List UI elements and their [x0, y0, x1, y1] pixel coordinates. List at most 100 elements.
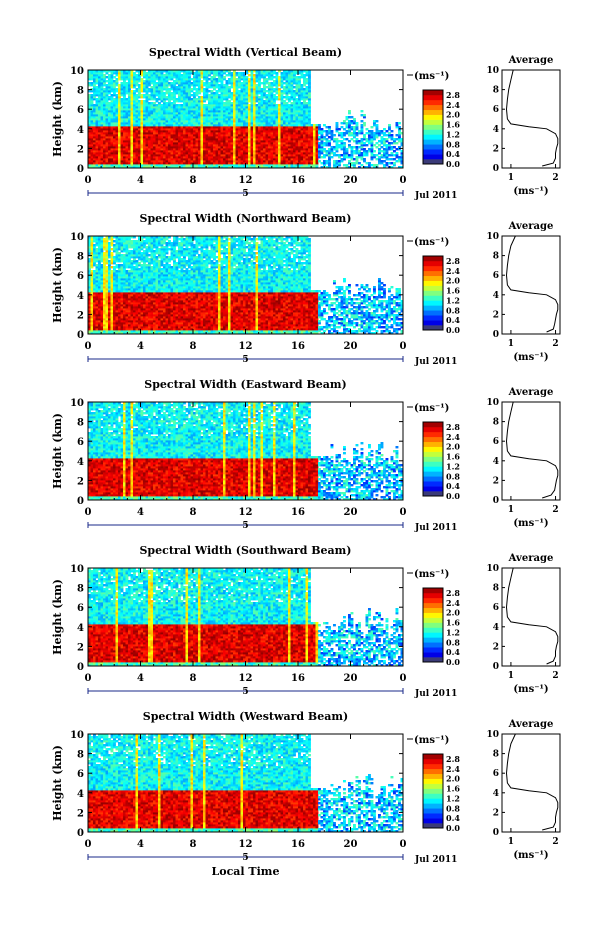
x-tick-label: 8: [190, 175, 197, 186]
heatmap-cell: [361, 110, 364, 112]
colorbar-tick-label: 1.2: [446, 129, 460, 139]
heatmap-cell: [383, 138, 386, 140]
heatmap-cell: [236, 78, 239, 80]
heatmap-cell: [396, 138, 399, 140]
heatmap-cell: [383, 164, 386, 166]
heatmap-cell: [366, 144, 369, 146]
heatmap-cell: [283, 96, 286, 98]
heatmap-cell: [396, 134, 399, 136]
heatmap-cell: [143, 100, 146, 102]
heatmap-cell: [113, 98, 116, 100]
heatmap-cell: [346, 130, 349, 132]
heatmap-cell: [366, 150, 369, 152]
heatmap-cell: [383, 160, 386, 162]
heatmap-cell: [141, 94, 144, 96]
heatmap-cell: [111, 94, 114, 96]
heatmap-cell: [231, 92, 234, 94]
heatmap-cell: [336, 160, 339, 162]
heatmap-cell: [116, 94, 119, 96]
profile-y-tick-label: 4: [493, 125, 499, 135]
heatmap-cell: [333, 146, 336, 148]
heatmap-cell: [318, 136, 321, 138]
heatmap-cell: [248, 104, 251, 106]
heatmap-cell: [266, 94, 269, 96]
heatmap-cell: [293, 86, 296, 88]
heatmap-cell: [391, 146, 394, 148]
heatmap-cell: [171, 92, 174, 94]
heatmap-cell: [318, 142, 321, 144]
heatmap-cell: [206, 104, 209, 106]
heatmap-cell: [148, 94, 151, 96]
heatmap-cell: [346, 138, 349, 140]
heatmap-cell: [351, 138, 354, 140]
heatmap-cell: [106, 84, 109, 86]
heatmap-cell: [228, 78, 231, 80]
heatmap-cell: [351, 146, 354, 148]
heatmap-cell: [231, 72, 234, 74]
heatmap-cell: [328, 126, 331, 128]
heatmap-cell: [353, 140, 356, 142]
heatmap-cell: [376, 124, 379, 126]
heatmap-cell: [283, 86, 286, 88]
heatmap-cell: [208, 90, 211, 92]
heatmap-cell: [381, 150, 384, 152]
heatmap-cell: [356, 156, 359, 158]
heatmap-cell: [288, 96, 291, 98]
heatmap-cell: [246, 76, 249, 78]
colorbar-tick-label: 2.8: [446, 90, 460, 100]
heatmap-cell: [108, 74, 111, 76]
y-tick-label: 0: [77, 164, 84, 175]
colorbar-segment: [423, 125, 443, 130]
heatmap-cell: [363, 148, 366, 150]
heatmap-cell: [328, 140, 331, 142]
heatmap-cell: [393, 154, 396, 156]
heatmap-cell: [173, 80, 176, 82]
heatmap-cell: [386, 144, 389, 146]
heatmap-cell: [383, 128, 386, 130]
heatmap-cell: [306, 78, 309, 80]
heatmap-cell: [201, 80, 204, 82]
heatmap-cell: [358, 140, 361, 142]
heatmap-cell: [343, 128, 346, 130]
heatmap-cell: [376, 154, 379, 156]
heatmap-cell: [278, 88, 281, 90]
heatmap-cell: [381, 130, 384, 132]
heatmap-cell: [131, 90, 134, 92]
heatmap-cell: [373, 120, 376, 122]
heatmap-cell: [348, 154, 351, 156]
heatmap-cell: [191, 98, 194, 100]
heatmap-cell: [301, 84, 304, 86]
spectral-width-heatmap: [88, 236, 403, 334]
heatmap-cell: [338, 144, 341, 146]
heatmap-cell: [93, 244, 96, 246]
heatmap-cell: [121, 82, 124, 84]
heatmap-cell: [141, 78, 144, 80]
heatmap-cell: [253, 74, 256, 76]
heatmap-cell: [191, 88, 194, 90]
heatmap-cell: [346, 164, 349, 166]
profile-y-tick-label: 0: [493, 164, 499, 174]
heatmap-cell: [393, 150, 396, 152]
heatmap-cell: [351, 126, 354, 128]
heatmap-cell: [208, 82, 211, 84]
heatmap-cell: [343, 164, 346, 166]
heatmap-cell: [396, 122, 399, 124]
heatmap-cell: [386, 162, 389, 164]
heatmap-cell: [396, 152, 399, 154]
heatmap-cell: [283, 82, 286, 84]
heatmap-cell: [326, 130, 329, 132]
heatmap-cell: [153, 102, 156, 104]
heatmap-cell: [236, 72, 239, 74]
colorbar-tick-label: 2.0: [446, 110, 460, 120]
heatmap-cell: [326, 138, 329, 140]
colorbar-segment: [423, 105, 443, 110]
heatmap-cell: [373, 132, 376, 134]
heatmap-cell: [358, 150, 361, 152]
heatmap-cell: [116, 88, 119, 90]
heatmap-cell: [126, 98, 129, 100]
heatmap-cell: [96, 86, 99, 88]
heatmap-cell: [143, 80, 146, 82]
colorbar-segment: [423, 110, 443, 115]
profile-x-tick-label: 2: [552, 173, 558, 183]
heatmap-cell: [331, 130, 334, 132]
